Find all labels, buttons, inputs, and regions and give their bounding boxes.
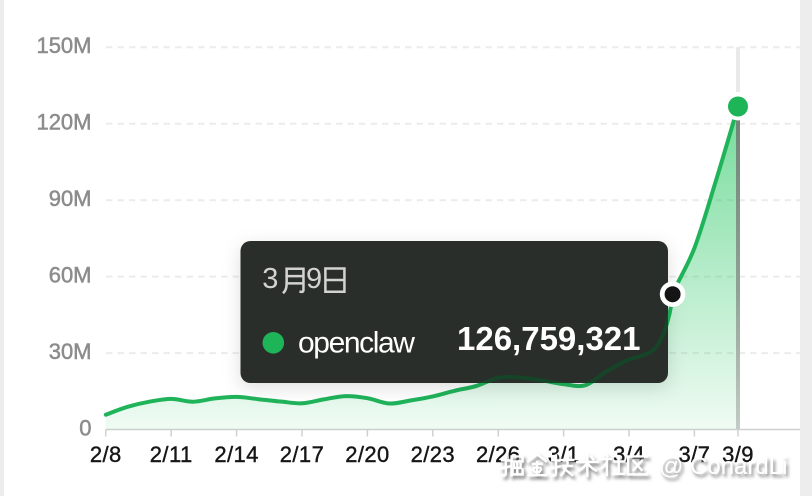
svg-text:120M: 120M <box>36 110 91 135</box>
svg-text:2/8: 2/8 <box>90 442 122 467</box>
svg-text:126,759,321: 126,759,321 <box>457 320 641 357</box>
svg-text:30M: 30M <box>49 339 92 364</box>
svg-text:2/11: 2/11 <box>150 442 193 467</box>
svg-text:150M: 150M <box>36 33 91 58</box>
svg-text:60M: 60M <box>49 263 92 288</box>
svg-text:3/7: 3/7 <box>679 442 711 467</box>
svg-text:@ ConardLi: @ ConardLi <box>659 453 787 480</box>
svg-text:0: 0 <box>79 416 91 441</box>
svg-text:90M: 90M <box>49 186 92 211</box>
svg-text:2/17: 2/17 <box>280 442 324 467</box>
svg-text:3: 3 <box>262 263 278 295</box>
svg-text:openclaw: openclaw <box>298 327 415 360</box>
svg-text:2/23: 2/23 <box>411 442 455 467</box>
svg-text:3/9: 3/9 <box>722 442 754 467</box>
svg-text:3/1: 3/1 <box>548 442 580 467</box>
svg-text:9: 9 <box>306 263 322 295</box>
svg-text:2/20: 2/20 <box>345 442 389 467</box>
svg-text:2/14: 2/14 <box>214 442 258 467</box>
